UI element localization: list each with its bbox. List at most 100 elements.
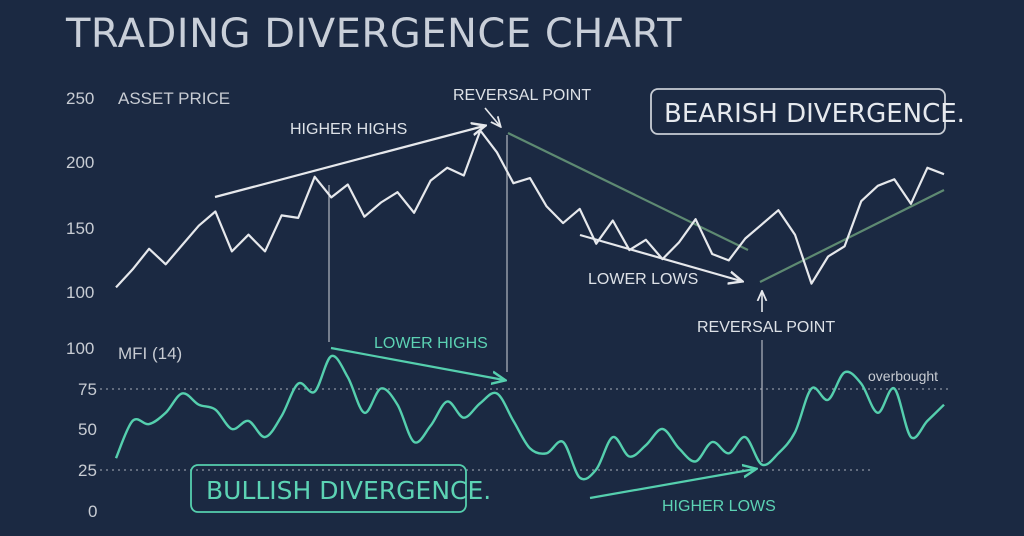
mfi-data-point	[595, 469, 597, 471]
mfi-data-point	[281, 415, 283, 417]
price-data-point	[579, 208, 581, 210]
mfi-data-point	[827, 399, 829, 401]
mfi-data-point	[297, 383, 299, 385]
price-data-point	[264, 250, 266, 252]
price-data-point	[761, 223, 763, 225]
higher-highs-arrow	[214, 126, 484, 199]
bearish-divergence-box	[650, 88, 946, 135]
price-data-point	[645, 239, 647, 241]
mfi-tick-label: 100	[66, 339, 94, 358]
mfi-data-point	[662, 428, 664, 430]
price-data-point	[827, 256, 829, 258]
price-tick-label: 200	[66, 153, 94, 172]
mfi-tick-label: 25	[78, 461, 97, 480]
mfi-data-point	[612, 436, 614, 438]
mfi-data-point	[695, 460, 697, 462]
mfi-data-point	[711, 441, 713, 443]
price-data-point	[479, 130, 481, 132]
price-data-point	[314, 176, 316, 178]
price-data-point	[413, 212, 415, 214]
reversal-point-label-bottom: REVERSAL POINT	[697, 319, 835, 336]
mfi-data-point	[231, 428, 233, 430]
price-panel-label: ASSET PRICE	[118, 89, 230, 108]
mfi-data-point	[132, 420, 134, 422]
price-data-point	[562, 222, 564, 224]
price-data-point	[181, 244, 183, 246]
mfi-data-point	[347, 376, 349, 378]
mfi-data-point	[761, 464, 763, 466]
mfi-data-point	[728, 452, 730, 454]
mfi-tick-label: 0	[88, 502, 97, 521]
price-data-point	[248, 234, 250, 236]
mfi-data-point	[844, 371, 846, 373]
price-data-point	[397, 191, 399, 193]
mfi-y-ticks: 100 75 50 25 0	[66, 339, 97, 521]
price-data-point	[612, 220, 614, 222]
price-data-point	[463, 175, 465, 177]
mfi-data-point	[546, 452, 548, 454]
bullish-divergence-box	[190, 464, 467, 513]
mfi-data-point	[248, 420, 250, 422]
price-data-point	[214, 211, 216, 213]
price-data-point	[728, 259, 730, 261]
mfi-data-point	[744, 436, 746, 438]
mfi-data-point	[479, 402, 481, 404]
higher-highs-label: HIGHER HIGHS	[290, 121, 407, 138]
price-data-point	[910, 203, 912, 205]
price-data-point	[132, 268, 134, 270]
mfi-series-points	[115, 355, 945, 479]
bearish-trend-line	[759, 189, 945, 283]
overbought-label: overbought	[868, 368, 938, 384]
mfi-tick-label: 75	[78, 380, 97, 399]
mfi-data-point	[777, 452, 779, 454]
mfi-data-point	[529, 447, 531, 449]
bearish-divergence-label: BEARISH DIVERGENCE.	[664, 99, 965, 129]
mfi-data-point	[579, 477, 581, 479]
price-data-point	[231, 250, 233, 252]
mfi-data-point	[811, 388, 813, 390]
price-data-point	[330, 196, 332, 198]
mfi-data-point	[115, 457, 117, 459]
mfi-panel-label: MFI (14)	[118, 344, 182, 363]
price-data-point	[281, 214, 283, 216]
price-data-point	[794, 234, 796, 236]
lower-lows-arrow	[579, 233, 741, 281]
price-data-point	[811, 283, 813, 285]
price-data-point	[148, 248, 150, 250]
mfi-data-point	[943, 404, 945, 406]
price-data-point	[893, 178, 895, 180]
chart-title: TRADING DIVERGENCE CHART	[65, 11, 682, 57]
mfi-series-line	[114, 354, 945, 481]
price-data-point	[165, 263, 167, 265]
price-data-point	[744, 238, 746, 240]
mfi-data-point	[910, 436, 912, 438]
price-data-point	[115, 286, 117, 288]
price-data-point	[380, 202, 382, 204]
mfi-data-point	[512, 420, 514, 422]
price-tick-label: 150	[66, 219, 94, 238]
price-data-point	[446, 167, 448, 169]
mfi-data-point	[645, 444, 647, 446]
price-data-point	[529, 177, 531, 179]
reversal-arrow-top	[484, 107, 500, 126]
price-data-point	[595, 243, 597, 245]
price-tick-label: 250	[66, 89, 94, 108]
price-data-point	[777, 209, 779, 211]
mfi-data-point	[877, 412, 879, 414]
mfi-data-point	[165, 412, 167, 414]
mfi-tick-label: 50	[78, 420, 97, 439]
price-data-point	[943, 173, 945, 175]
mfi-data-point	[926, 420, 928, 422]
price-data-point	[844, 245, 846, 247]
price-data-point	[496, 151, 498, 153]
price-data-point	[860, 200, 862, 202]
mfi-data-point	[380, 388, 382, 390]
price-data-point	[347, 184, 349, 186]
price-y-ticks: 250 200 150 100	[66, 89, 94, 302]
price-series-line	[115, 129, 945, 289]
bearish-trend-line	[507, 132, 749, 251]
price-data-point	[512, 182, 514, 184]
reversal-point-label-top: REVERSAL POINT	[453, 87, 591, 104]
